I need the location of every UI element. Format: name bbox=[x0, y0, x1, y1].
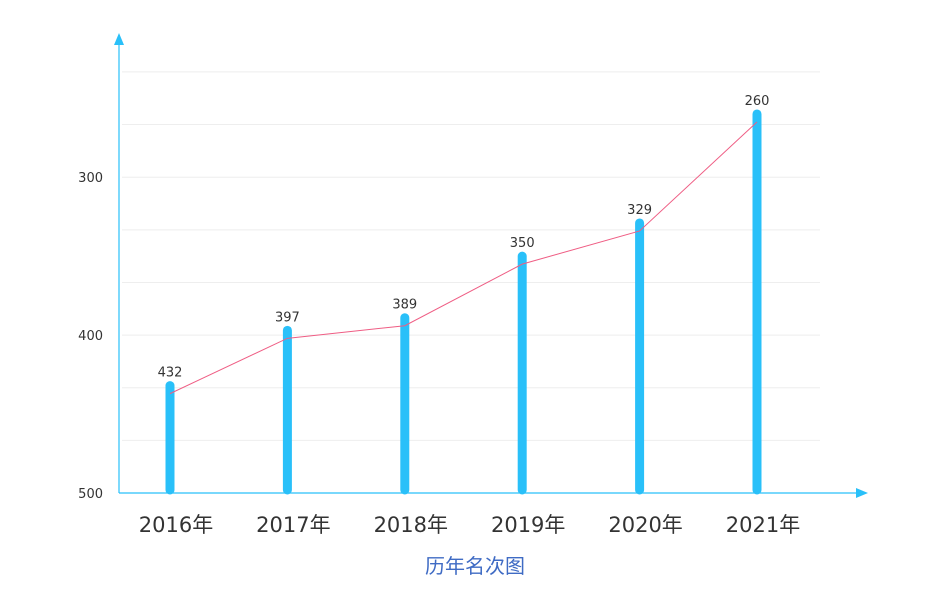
axes bbox=[114, 33, 868, 498]
x-tick-label: 2018年 bbox=[374, 513, 448, 537]
y-tick-label: 400 bbox=[78, 329, 103, 344]
data-labels: 432 397 389 350 329 260 bbox=[158, 94, 770, 381]
data-label: 260 bbox=[745, 94, 770, 109]
data-label: 389 bbox=[392, 298, 417, 313]
x-axis-arrow bbox=[856, 488, 868, 498]
y-tick-label: 300 bbox=[78, 171, 103, 186]
data-label: 432 bbox=[158, 366, 183, 381]
y-tick-label: 500 bbox=[78, 487, 103, 502]
grid-lines bbox=[122, 71, 820, 441]
trend-line-path bbox=[169, 121, 758, 395]
x-tick-label: 2019年 bbox=[491, 513, 565, 537]
data-label: 397 bbox=[275, 310, 300, 325]
x-tick-label: 2017年 bbox=[256, 513, 330, 537]
x-tick-label: 2021年 bbox=[726, 513, 800, 537]
x-tick-label: 2016年 bbox=[139, 513, 213, 537]
x-tick-labels: 2016年 2017年 2018年 2019年 2020年 2021年 bbox=[139, 513, 800, 537]
x-axis-title: 历年名次图 bbox=[425, 554, 525, 578]
data-label: 329 bbox=[627, 203, 652, 218]
y-axis-arrow bbox=[114, 33, 124, 45]
trend-line bbox=[169, 121, 758, 395]
x-tick-label: 2020年 bbox=[608, 513, 682, 537]
y-tick-labels: 300 400 500 bbox=[78, 171, 103, 502]
data-label: 350 bbox=[510, 236, 535, 251]
bars bbox=[165, 109, 762, 495]
